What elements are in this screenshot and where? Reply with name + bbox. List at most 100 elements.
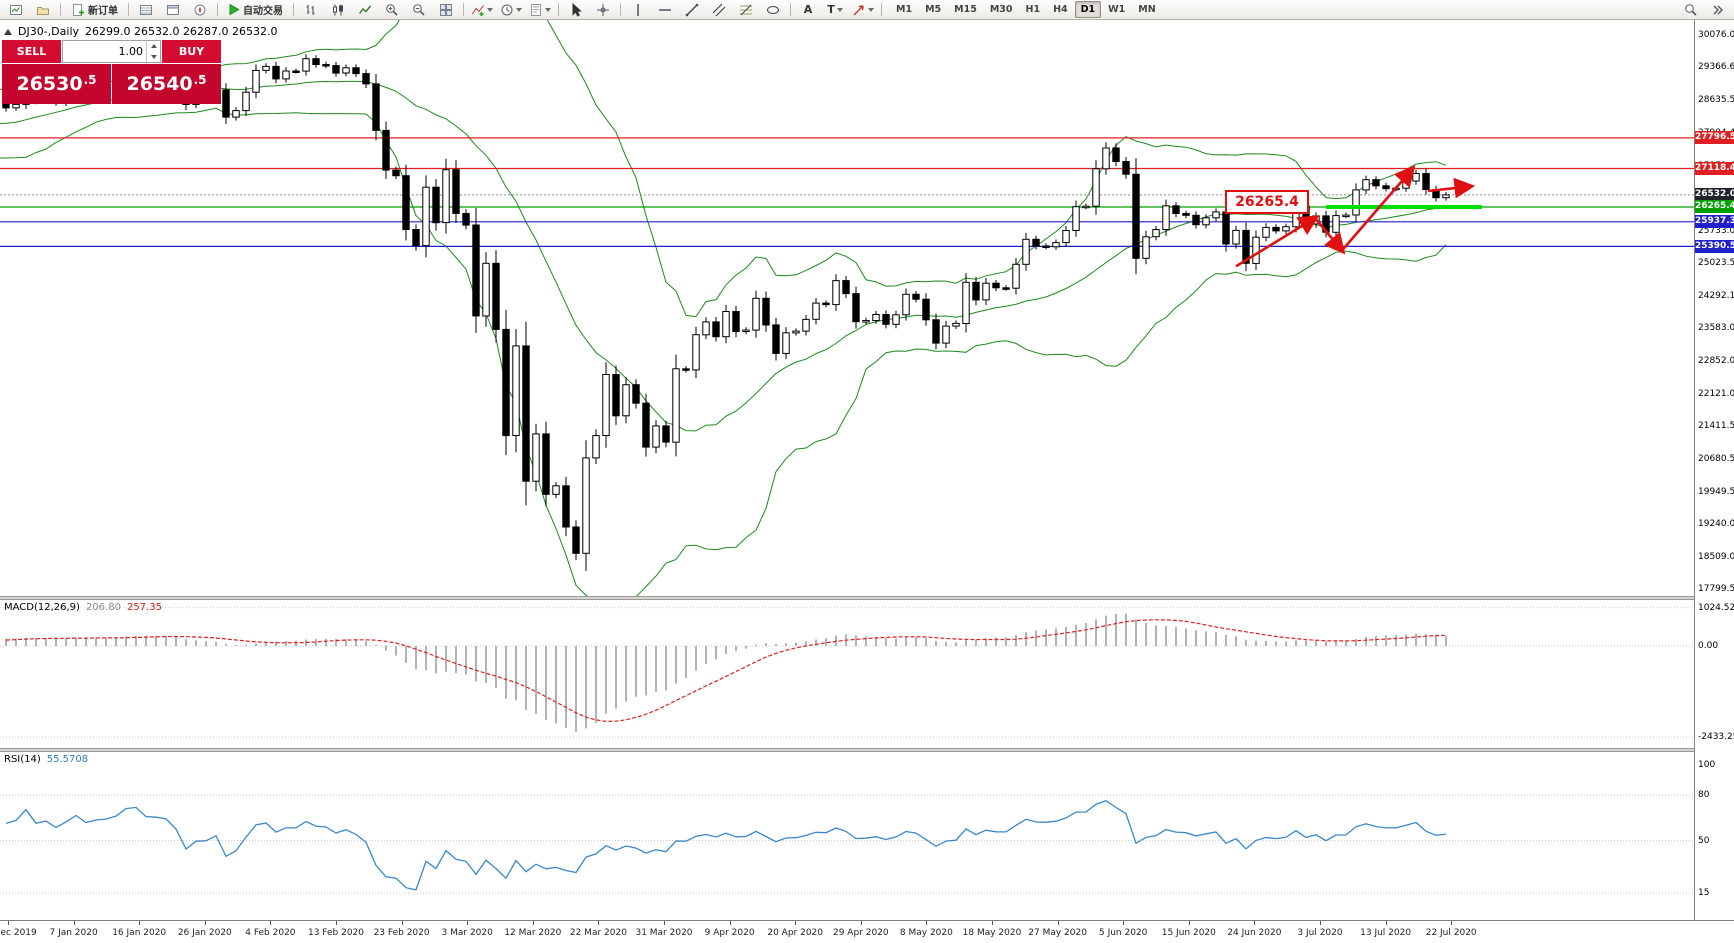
indicators-dropdown-caret bbox=[487, 7, 493, 12]
candle-body bbox=[462, 213, 470, 226]
new-order-icon bbox=[73, 3, 84, 16]
rsi-canvas[interactable] bbox=[0, 752, 1694, 920]
search-icon bbox=[1685, 3, 1697, 16]
tf-button-MN[interactable]: MN bbox=[1138, 4, 1156, 15]
macd-pane[interactable] bbox=[0, 600, 1694, 748]
volume-decrease-button[interactable] bbox=[147, 52, 160, 63]
horizontal-line-icon bbox=[659, 8, 671, 11]
candle-body bbox=[882, 314, 890, 325]
sell-button[interactable]: SELL bbox=[2, 40, 61, 63]
toolbar-separator bbox=[463, 3, 464, 16]
candle-body bbox=[852, 293, 860, 323]
one-click-collapse-icon[interactable] bbox=[4, 28, 12, 35]
candle-body bbox=[742, 329, 750, 332]
text-tool-button[interactable]: A bbox=[795, 0, 821, 20]
time-axis-tick bbox=[532, 921, 534, 925]
support-price-annotation[interactable]: 26265.4 bbox=[1225, 190, 1309, 214]
volume-field[interactable]: 1.00 bbox=[62, 40, 161, 63]
trendline-tool-button[interactable] bbox=[679, 0, 705, 20]
tf-button-D1[interactable]: D1 bbox=[1074, 1, 1102, 18]
chart-symbol-period: DJ30-,Daily bbox=[18, 25, 80, 38]
time-axis-tick bbox=[336, 921, 337, 925]
volume-increase-button[interactable] bbox=[147, 41, 160, 52]
templates-button[interactable] bbox=[526, 0, 554, 20]
candle-body bbox=[842, 280, 850, 295]
cursor-tool-button[interactable] bbox=[563, 0, 589, 20]
bar-chart-type-button[interactable] bbox=[298, 0, 324, 20]
candle-body bbox=[1262, 226, 1270, 238]
pane-divider[interactable] bbox=[0, 596, 1734, 600]
time-axis-tick bbox=[73, 921, 75, 925]
channel-tool-button[interactable] bbox=[706, 0, 732, 20]
sell-price-box[interactable]: 26530 .5 bbox=[2, 64, 111, 104]
trend-arrow[interactable] bbox=[1314, 217, 1346, 255]
tf-button-M1[interactable]: M1 bbox=[896, 4, 913, 15]
market-watch-button[interactable] bbox=[133, 0, 159, 20]
tf-button-W1[interactable]: W1 bbox=[1108, 4, 1126, 15]
tile-windows-icon bbox=[440, 3, 452, 16]
navigator-button[interactable] bbox=[187, 0, 213, 20]
tf-button-M15[interactable]: M15 bbox=[954, 4, 977, 15]
profiles-button[interactable] bbox=[30, 0, 56, 20]
tf-button-M5[interactable]: M5 bbox=[925, 4, 942, 15]
indicators-button[interactable] bbox=[468, 0, 496, 20]
candle-chart-type-button[interactable] bbox=[325, 0, 351, 20]
chart-title: DJ30-,Daily 26299.0 26532.0 26287.0 2653… bbox=[4, 25, 277, 38]
candle-body bbox=[752, 297, 760, 331]
candle-body bbox=[372, 83, 380, 131]
tile-windows-button[interactable] bbox=[433, 0, 459, 20]
zoom-out-button[interactable] bbox=[406, 0, 432, 20]
time-axis-tick bbox=[1057, 921, 1059, 925]
data-window-button[interactable] bbox=[160, 0, 186, 20]
candle-body bbox=[1182, 213, 1190, 216]
horizontal-line-tool-button[interactable] bbox=[652, 0, 678, 20]
candle-body bbox=[402, 175, 410, 230]
candle-body bbox=[602, 374, 610, 436]
date-label: 26 Jan 2020 bbox=[177, 928, 232, 938]
label-tool-button[interactable]: T bbox=[822, 0, 848, 20]
periods-button[interactable] bbox=[497, 0, 525, 20]
line-chart-type-button[interactable] bbox=[352, 0, 378, 20]
auto-trading-button[interactable]: 自动交易 bbox=[222, 0, 289, 20]
trend-arrow[interactable] bbox=[1235, 215, 1320, 268]
arrows-tool-button[interactable] bbox=[849, 0, 877, 20]
time-axis[interactable]: 29 Dec 2019 7 Jan 2020 16 Jan 2020 26 Jan 2… bbox=[0, 920, 1734, 943]
candle-body bbox=[962, 281, 970, 324]
price-tag: 25937.3 bbox=[1695, 215, 1734, 229]
candle-body bbox=[1002, 287, 1010, 290]
toolbar-separator bbox=[558, 3, 559, 16]
candle-body bbox=[1032, 238, 1040, 247]
tf-button-H1[interactable]: H1 bbox=[1025, 4, 1041, 15]
new-order-button[interactable]: 新订单 bbox=[65, 0, 124, 20]
trend-arrow[interactable] bbox=[1427, 177, 1476, 199]
tf-button-H4[interactable]: H4 bbox=[1053, 4, 1068, 15]
date-label: 18 May 2020 bbox=[962, 928, 1022, 938]
pane-divider[interactable] bbox=[0, 748, 1734, 752]
date-label: 29 Dec 2019 bbox=[0, 928, 37, 938]
candle-body bbox=[522, 345, 530, 482]
date-label: 3 Jul 2020 bbox=[1297, 928, 1343, 938]
price-chart-pane[interactable]: 26265.4 bbox=[0, 20, 1694, 596]
price-chart-canvas[interactable] bbox=[0, 20, 1694, 596]
search-button[interactable] bbox=[1678, 0, 1704, 20]
buy-button[interactable]: BUY bbox=[162, 40, 221, 63]
tf-button-M30[interactable]: M30 bbox=[989, 4, 1013, 15]
candle-body bbox=[912, 293, 920, 300]
zoom-in-button[interactable] bbox=[379, 0, 405, 20]
fibonacci-tool-button[interactable] bbox=[733, 0, 759, 20]
trend-arrow[interactable] bbox=[1341, 165, 1416, 252]
vertical-line-tool-button[interactable] bbox=[625, 0, 651, 20]
shapes-tool-button[interactable] bbox=[760, 0, 786, 20]
macd-canvas[interactable] bbox=[0, 600, 1694, 748]
volume-value[interactable]: 1.00 bbox=[118, 45, 144, 58]
new-chart-button[interactable] bbox=[3, 0, 29, 20]
buy-price-box[interactable]: 26540 .5 bbox=[112, 64, 221, 104]
candle-body bbox=[1442, 194, 1450, 199]
crosshair-tool-button[interactable] bbox=[590, 0, 616, 20]
rsi-pane[interactable] bbox=[0, 752, 1694, 920]
candle-body bbox=[952, 322, 960, 327]
indicators-icon bbox=[472, 4, 484, 16]
toolbar-overflow-button[interactable] bbox=[1705, 0, 1731, 20]
price-axis[interactable]: 30076.029366.628635.527904.427173.426463… bbox=[1694, 20, 1734, 920]
candle-body bbox=[812, 302, 820, 320]
